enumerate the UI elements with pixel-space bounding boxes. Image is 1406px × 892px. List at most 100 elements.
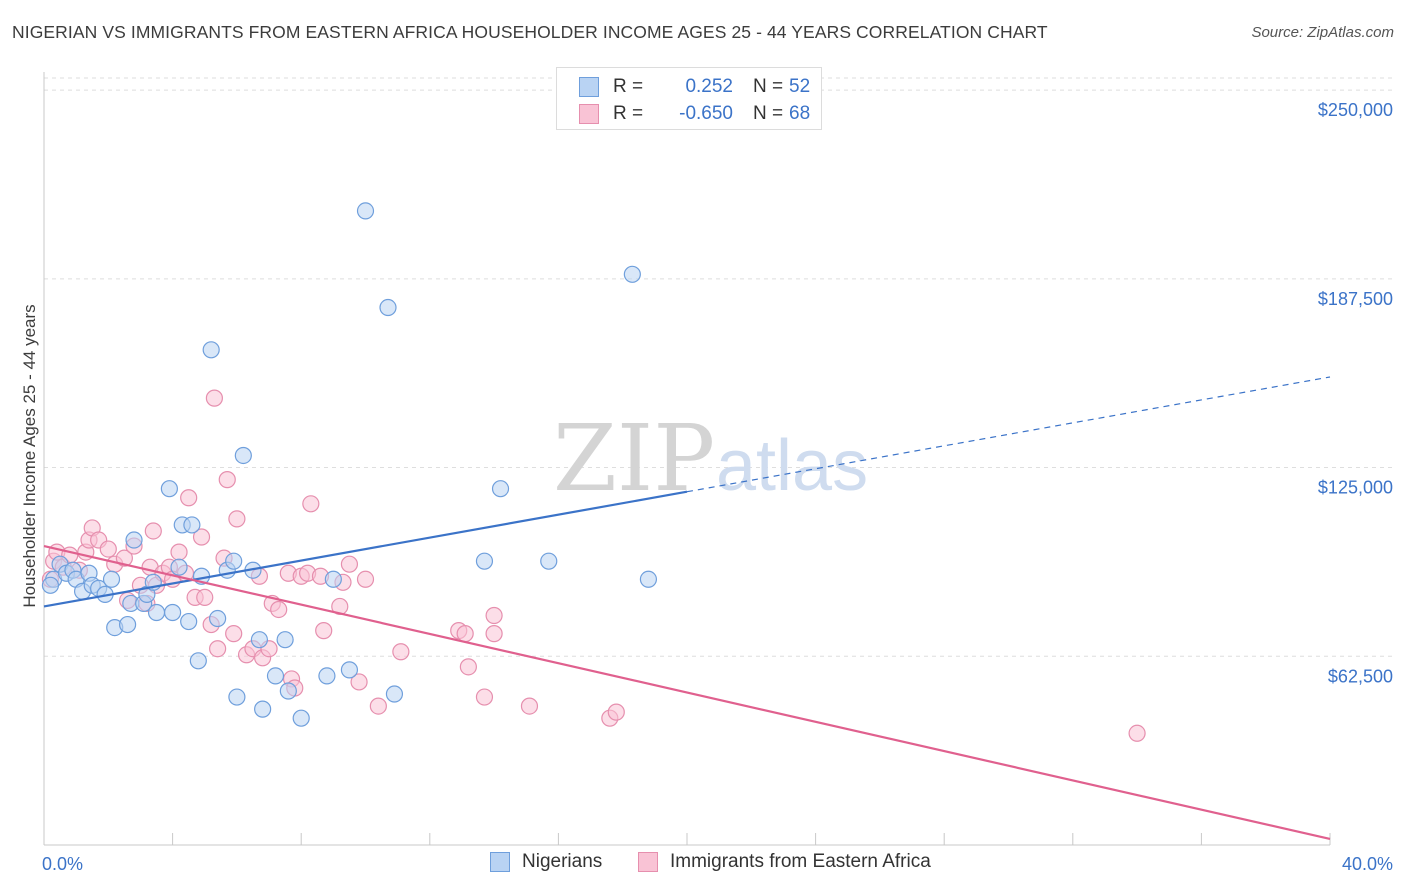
legend-swatch-nigerians	[490, 852, 510, 872]
legend-swatch-eastern-africa	[579, 104, 599, 124]
data-point-nigerian	[318, 667, 336, 685]
legend-swatch-nigerians	[579, 77, 599, 97]
data-point-eastern-africa	[315, 622, 333, 640]
legend-item-nigerians[interactable]: Nigerians	[490, 851, 602, 873]
data-point-eastern-africa	[180, 489, 198, 507]
data-point-eastern-africa	[350, 673, 368, 691]
data-point-eastern-africa	[170, 543, 188, 561]
data-point-eastern-africa	[196, 588, 214, 606]
y-tick-label: $125,000	[1318, 478, 1393, 498]
data-point-eastern-africa	[485, 606, 503, 625]
data-point-eastern-africa	[1128, 724, 1146, 742]
data-point-nigerian	[379, 298, 397, 317]
watermark-zip: ZIP	[553, 405, 715, 512]
data-point-nigerian	[356, 202, 375, 220]
r-value: 0.252	[685, 76, 733, 97]
data-point-nigerian	[228, 688, 246, 706]
y-tick-label: $250,000	[1318, 100, 1393, 120]
n-label: N =	[753, 76, 784, 97]
trend-line-eastern-africa	[43, 544, 1331, 841]
legend-swatch-eastern-africa	[638, 852, 658, 872]
data-point-eastern-africa	[369, 697, 387, 715]
r-label: R =	[613, 76, 644, 97]
legend-item-eastern-africa[interactable]: Immigrants from Eastern Africa	[638, 851, 931, 873]
chart-title: NIGERIAN VS IMMIGRANTS FROM EASTERN AFRI…	[12, 22, 1048, 42]
data-point-nigerian	[183, 516, 201, 534]
data-point-nigerian	[118, 615, 137, 634]
n-value: 52	[789, 76, 811, 97]
x-tick-label-min: 0.0%	[42, 854, 83, 874]
data-point-nigerian	[125, 531, 143, 549]
data-point-nigerian	[266, 667, 285, 685]
data-point-eastern-africa	[205, 389, 223, 407]
data-point-eastern-africa	[225, 625, 243, 643]
data-point-eastern-africa	[302, 495, 320, 513]
data-point-nigerian	[160, 480, 178, 498]
data-point-eastern-africa	[218, 471, 236, 489]
data-point-eastern-africa	[607, 703, 625, 721]
data-point-nigerian	[491, 480, 510, 498]
data-point-nigerian	[254, 700, 272, 718]
source-credit: Source: ZipAtlas.com	[1251, 24, 1394, 41]
data-point-nigerian	[202, 341, 220, 359]
data-point-nigerian	[623, 265, 641, 283]
data-point-eastern-africa	[485, 625, 503, 643]
data-point-eastern-africa	[520, 697, 539, 715]
trend-line-nigerians-extrapolated	[686, 376, 1331, 493]
data-point-nigerian	[475, 552, 494, 570]
x-tick-label-max: 40.0%	[1342, 854, 1393, 874]
data-point-eastern-africa	[459, 658, 477, 676]
data-point-eastern-africa	[392, 643, 410, 661]
data-point-nigerian	[102, 570, 121, 588]
data-point-nigerian	[180, 612, 198, 631]
legend-row-eastern-africa: R = -0.650 N = 68	[579, 101, 810, 127]
legend-label-nigerians: Nigerians	[522, 851, 603, 872]
data-point-eastern-africa	[228, 510, 246, 528]
correlation-legend: R = 0.252 N = 52 R = -0.650 N = 68	[556, 67, 822, 130]
r-value: -0.650	[679, 103, 733, 124]
n-value: 68	[789, 103, 811, 124]
data-point-nigerian	[276, 631, 294, 649]
data-point-nigerian	[340, 661, 359, 679]
trend-line-nigerians	[43, 490, 688, 608]
data-point-nigerian	[189, 652, 207, 670]
series-nigerians-points	[41, 202, 658, 727]
data-point-nigerian	[164, 603, 182, 622]
data-point-eastern-africa	[270, 600, 288, 619]
series-legend: Nigerians Immigrants from Eastern Africa	[0, 851, 1406, 879]
data-point-nigerian	[250, 631, 269, 649]
data-point-eastern-africa	[144, 522, 162, 540]
data-point-nigerian	[292, 709, 310, 727]
data-point-eastern-africa	[456, 625, 474, 643]
data-point-nigerian	[170, 558, 188, 576]
data-point-eastern-africa	[99, 540, 117, 558]
x-ticks	[43, 833, 1331, 845]
n-label: N =	[753, 103, 784, 124]
data-point-nigerian	[385, 685, 404, 703]
data-point-nigerian	[147, 603, 166, 622]
legend-label-eastern-africa: Immigrants from Eastern Africa	[670, 851, 931, 872]
legend-row-nigerians: R = 0.252 N = 52	[579, 74, 810, 100]
data-point-eastern-africa	[356, 570, 375, 588]
data-point-eastern-africa	[340, 555, 359, 573]
data-point-nigerian	[234, 446, 252, 465]
data-point-nigerian	[41, 576, 60, 594]
data-point-nigerian	[324, 570, 342, 588]
data-point-eastern-africa	[192, 528, 211, 546]
data-point-nigerian	[639, 570, 658, 588]
data-point-eastern-africa	[115, 549, 133, 567]
trend-lines	[43, 376, 1331, 841]
watermark-atlas: atlas	[716, 426, 868, 506]
data-point-eastern-africa	[209, 640, 227, 658]
data-point-nigerian	[279, 682, 297, 700]
data-point-nigerian	[540, 552, 558, 570]
r-label: R =	[613, 103, 644, 124]
y-axis-label: Householder Income Ages 25 - 44 years	[20, 304, 39, 607]
data-point-nigerian	[209, 609, 227, 628]
data-point-nigerian	[225, 552, 243, 570]
y-tick-label: $62,500	[1328, 666, 1393, 686]
watermark: ZIP atlas	[553, 405, 868, 512]
data-point-eastern-africa	[475, 688, 494, 706]
y-tick-labels: $250,000 $187,500 $125,000 $62,500	[1318, 100, 1393, 686]
